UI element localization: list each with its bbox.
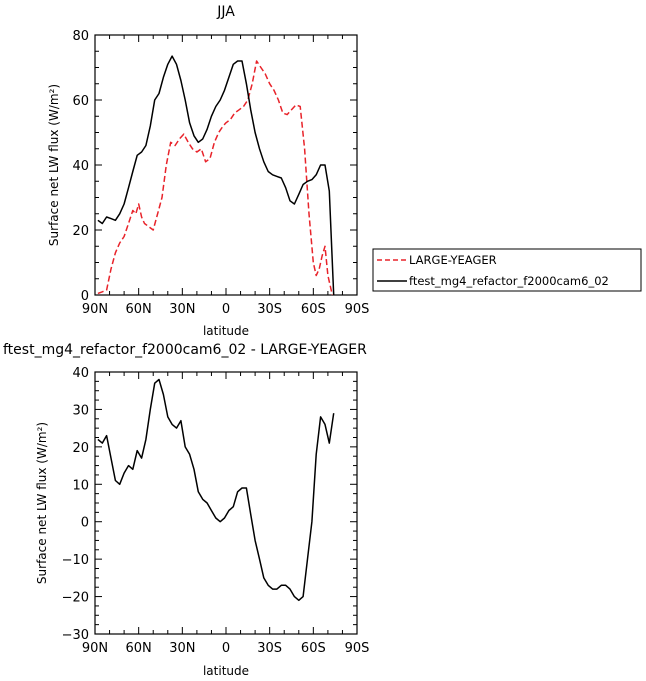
bottom-y-axis-label: Surface net LW flux (W/m²)	[35, 422, 49, 584]
x-tick-label: 90N	[82, 641, 108, 656]
x-tick-label: 60S	[301, 302, 326, 317]
x-tick-label: 30S	[257, 641, 282, 656]
y-tick-label: 80	[72, 29, 89, 44]
x-tick-label: 60N	[126, 641, 152, 656]
y-tick-label: 0	[81, 289, 89, 304]
bottom-ticks: 90N 60N 30N 0 30S 60S 90S −30 −20 −10 0 10 20 30 40	[62, 366, 370, 656]
y-tick-label: 60	[72, 94, 89, 109]
series-line-0	[97, 60, 334, 296]
x-tick-label: 90N	[82, 302, 108, 317]
top-ticks: 90N 60N 30N 0 30S 60S 90S 0 20 40 60 80	[72, 29, 369, 317]
x-tick-label: 0	[222, 641, 230, 656]
y-tick-label: 20	[72, 224, 89, 239]
bottom-series-group	[97, 378, 335, 602]
x-tick-label: 0	[222, 302, 230, 317]
top-chart-title: JJA	[216, 4, 235, 20]
bottom-x-axis-label: latitude	[203, 664, 249, 678]
y-tick-label: 40	[72, 366, 89, 381]
top-panel: JJA 90N 60N 30N 0 30S 60S 90S 0 20 40 60 80 latitud…	[47, 4, 369, 338]
x-tick-label: 60S	[301, 641, 326, 656]
x-tick-label: 30S	[257, 302, 282, 317]
series-line-1	[97, 55, 335, 296]
x-tick-label: 90S	[345, 641, 370, 656]
y-tick-label: 20	[72, 441, 89, 456]
x-tick-label: 30N	[169, 641, 195, 656]
series-line-0	[97, 378, 335, 602]
legend: LARGE-YEAGER ftest_mg4_refactor_f2000cam…	[372, 248, 642, 292]
legend-label-ftest: ftest_mg4_refactor_f2000cam6_02	[409, 274, 609, 288]
bottom-chart-title: ftest_mg4_refactor_f2000cam6_02 - LARGE-…	[3, 342, 367, 358]
bottom-plot-frame	[94, 371, 358, 635]
x-tick-label: 90S	[345, 302, 370, 317]
top-series-group	[97, 55, 335, 296]
legend-label-large-yeager: LARGE-YEAGER	[409, 253, 497, 267]
legend-box	[372, 248, 642, 292]
top-x-axis-label: latitude	[203, 324, 249, 338]
x-tick-label: 60N	[126, 302, 152, 317]
bottom-panel: ftest_mg4_refactor_f2000cam6_02 - LARGE-…	[3, 342, 369, 678]
y-tick-label: −20	[62, 591, 89, 606]
top-y-axis-label: Surface net LW flux (W/m²)	[47, 84, 61, 246]
y-tick-label: 40	[72, 159, 89, 174]
y-tick-label: 0	[81, 516, 89, 531]
x-tick-label: 30N	[169, 302, 195, 317]
y-tick-label: 30	[72, 403, 89, 418]
y-tick-label: −10	[62, 553, 89, 568]
y-tick-label: −30	[62, 628, 89, 643]
y-tick-label: 10	[72, 478, 89, 493]
